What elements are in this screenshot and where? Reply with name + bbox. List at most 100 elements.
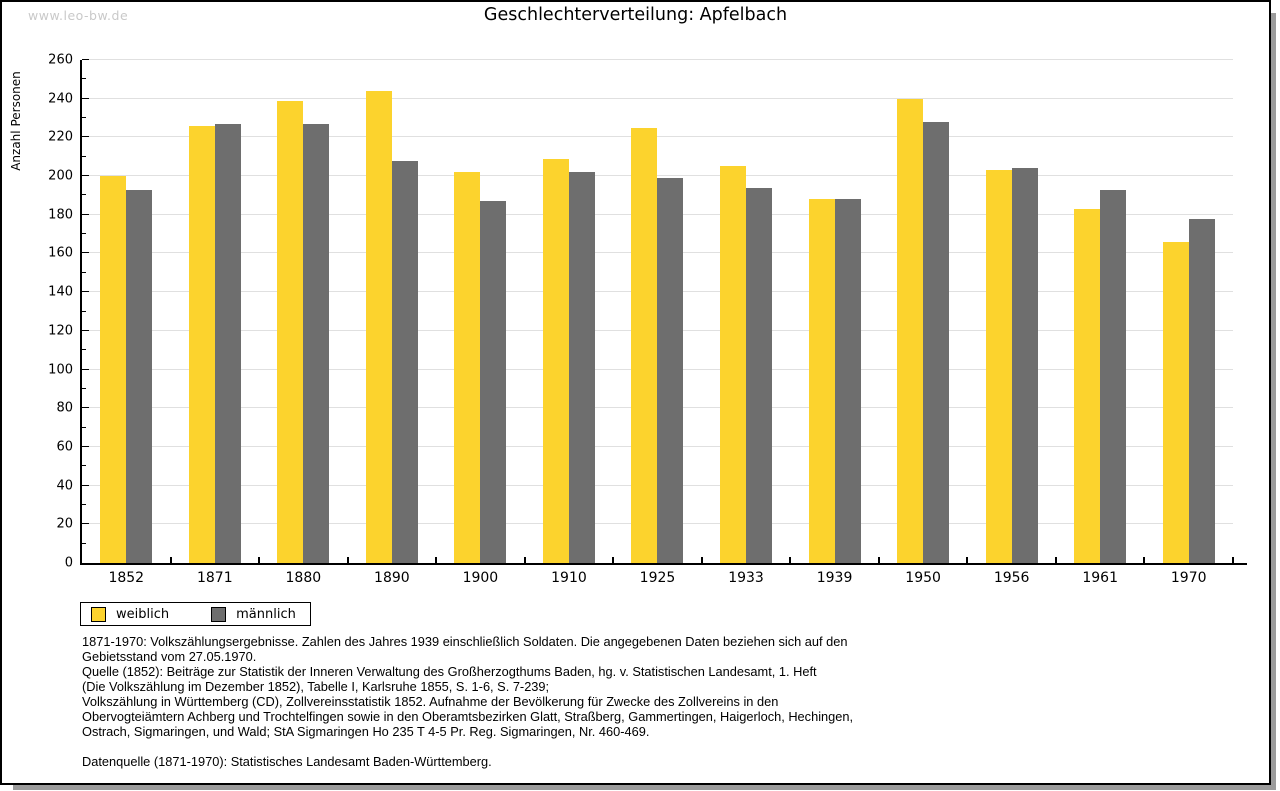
x-tick-label-1880: 1880 bbox=[285, 570, 322, 586]
bar-männlich-1970 bbox=[1188, 218, 1215, 563]
y-minor-tick-70 bbox=[82, 426, 86, 428]
legend-item-weiblich: weiblich bbox=[91, 606, 170, 622]
bar-weiblich-1890 bbox=[365, 90, 392, 563]
x-boundary-tick-6 bbox=[612, 557, 615, 563]
y-tick-label-220: 220 bbox=[48, 129, 73, 145]
bar-weiblich-1925 bbox=[631, 127, 658, 563]
x-tick-label-1871: 1871 bbox=[196, 570, 233, 586]
bar-männlich-1900 bbox=[480, 201, 507, 563]
x-boundary-tick-4 bbox=[435, 557, 438, 563]
bar-weiblich-1950 bbox=[897, 98, 924, 563]
bar-männlich-1956 bbox=[1011, 168, 1038, 563]
y-minor-tick-190 bbox=[82, 194, 86, 196]
x-axis-line bbox=[80, 563, 1247, 565]
y-major-tick-260 bbox=[82, 59, 89, 60]
x-boundary-tick-12 bbox=[1143, 557, 1146, 563]
bar-group-1970: 1970 bbox=[1144, 60, 1233, 586]
y-tick-label-240: 240 bbox=[48, 91, 73, 107]
plot-area: 0 20 40 60 80 100 120 140 160 180 200 220 240 260 1852… bbox=[48, 53, 1247, 586]
legend-swatch-männlich bbox=[211, 606, 227, 622]
legend: weiblich männlich bbox=[80, 602, 311, 626]
y-tick-label-20: 20 bbox=[56, 516, 73, 532]
x-tick-label-1956: 1956 bbox=[993, 570, 1030, 586]
watermark: www.leo-bw.de bbox=[28, 8, 129, 23]
y-major-tick-120 bbox=[82, 329, 89, 331]
bar-group-1939: 1939 bbox=[790, 60, 879, 586]
bar-männlich-1852 bbox=[126, 189, 153, 563]
bar-group-1900: 1900 bbox=[436, 60, 525, 586]
x-tick-label-1939: 1939 bbox=[816, 570, 853, 586]
y-minor-tick-250 bbox=[82, 78, 86, 80]
chart-title: Geschlechterverteilung: Apfelbach bbox=[483, 5, 788, 25]
bar-group-1925: 1925 bbox=[613, 60, 702, 586]
gridline-240 bbox=[82, 97, 1233, 99]
y-major-tick-200 bbox=[82, 175, 89, 177]
x-boundary-tick-11 bbox=[1054, 557, 1057, 563]
bar-männlich-1871 bbox=[214, 123, 241, 563]
y-major-tick-240 bbox=[82, 97, 89, 99]
bar-group-1852: 1852 bbox=[82, 60, 171, 586]
legend-item-männlich: männlich bbox=[211, 606, 296, 622]
x-tick-label-1910: 1910 bbox=[551, 570, 587, 586]
y-major-tick-20 bbox=[82, 523, 89, 525]
bar-weiblich-1871 bbox=[188, 125, 215, 563]
y-tick-label-120: 120 bbox=[48, 323, 73, 339]
bar-weiblich-1961 bbox=[1074, 208, 1101, 563]
y-major-tick-40 bbox=[82, 484, 89, 486]
bar-weiblich-1900 bbox=[454, 172, 481, 563]
y-minor-tick-90 bbox=[82, 387, 86, 389]
x-boundary-tick-8 bbox=[789, 557, 792, 563]
x-boundary-tick-10 bbox=[966, 557, 969, 563]
x-boundary-tick-13 bbox=[1232, 557, 1234, 563]
y-minor-tick-170 bbox=[82, 233, 86, 235]
y-major-tick-220 bbox=[82, 136, 89, 138]
y-minor-tick-50 bbox=[82, 465, 86, 467]
bar-männlich-1939 bbox=[834, 199, 861, 563]
y-major-tick-80 bbox=[82, 407, 89, 409]
y-minor-tick-30 bbox=[82, 503, 86, 505]
bar-weiblich-1933 bbox=[720, 166, 747, 563]
legend-swatch-weiblich bbox=[91, 606, 106, 622]
y-minor-tick-10 bbox=[82, 542, 86, 544]
bar-weiblich-1970 bbox=[1162, 241, 1189, 563]
y-major-tick-180 bbox=[82, 213, 89, 215]
x-boundary-tick-1 bbox=[169, 557, 172, 563]
legend-label-weiblich: weiblich bbox=[116, 606, 170, 622]
x-tick-label-1970: 1970 bbox=[1170, 570, 1207, 586]
bar-männlich-1925 bbox=[657, 178, 684, 563]
bar-männlich-1890 bbox=[391, 160, 418, 563]
x-tick-label-1900: 1900 bbox=[462, 570, 499, 586]
y-tick-label-200: 200 bbox=[48, 168, 73, 184]
bar-weiblich-1956 bbox=[985, 170, 1012, 563]
bar-weiblich-1910 bbox=[542, 158, 569, 563]
x-tick-label-1890: 1890 bbox=[374, 570, 410, 586]
bar-group-1961: 1961 bbox=[1056, 60, 1145, 586]
y-minor-tick-150 bbox=[82, 271, 86, 273]
source-text: 1871-1970: Volkszählungsergebnisse. Zahl… bbox=[82, 634, 854, 739]
y-minor-tick-130 bbox=[82, 310, 86, 312]
bar-group-1956: 1956 bbox=[967, 60, 1056, 586]
x-boundary-tick-5 bbox=[523, 557, 526, 563]
gridline-260 bbox=[82, 59, 1233, 60]
y-tick-label-60: 60 bbox=[56, 439, 73, 455]
data-source-text: Datenquelle (1871-1970): Statistisches L… bbox=[82, 754, 492, 769]
y-tick-label-100: 100 bbox=[48, 362, 73, 378]
y-major-tick-100 bbox=[82, 368, 89, 370]
bar-weiblich-1852 bbox=[100, 176, 127, 563]
x-boundary-tick-9 bbox=[877, 557, 880, 563]
x-boundary-tick-2 bbox=[258, 557, 261, 563]
bar-männlich-1880 bbox=[303, 123, 330, 563]
y-axis-line bbox=[80, 60, 82, 565]
x-boundary-tick-7 bbox=[700, 557, 703, 563]
bar-group-1871: 1871 bbox=[171, 60, 260, 586]
bar-männlich-1961 bbox=[1100, 189, 1127, 563]
y-major-tick-60 bbox=[82, 445, 89, 447]
y-tick-label-260: 260 bbox=[48, 52, 73, 68]
y-tick-label-0: 0 bbox=[64, 555, 73, 571]
y-major-tick-140 bbox=[82, 291, 89, 293]
y-tick-label-40: 40 bbox=[56, 478, 73, 494]
y-tick-label-80: 80 bbox=[56, 400, 73, 416]
gridline-220 bbox=[82, 136, 1233, 138]
y-major-tick-160 bbox=[82, 252, 89, 254]
